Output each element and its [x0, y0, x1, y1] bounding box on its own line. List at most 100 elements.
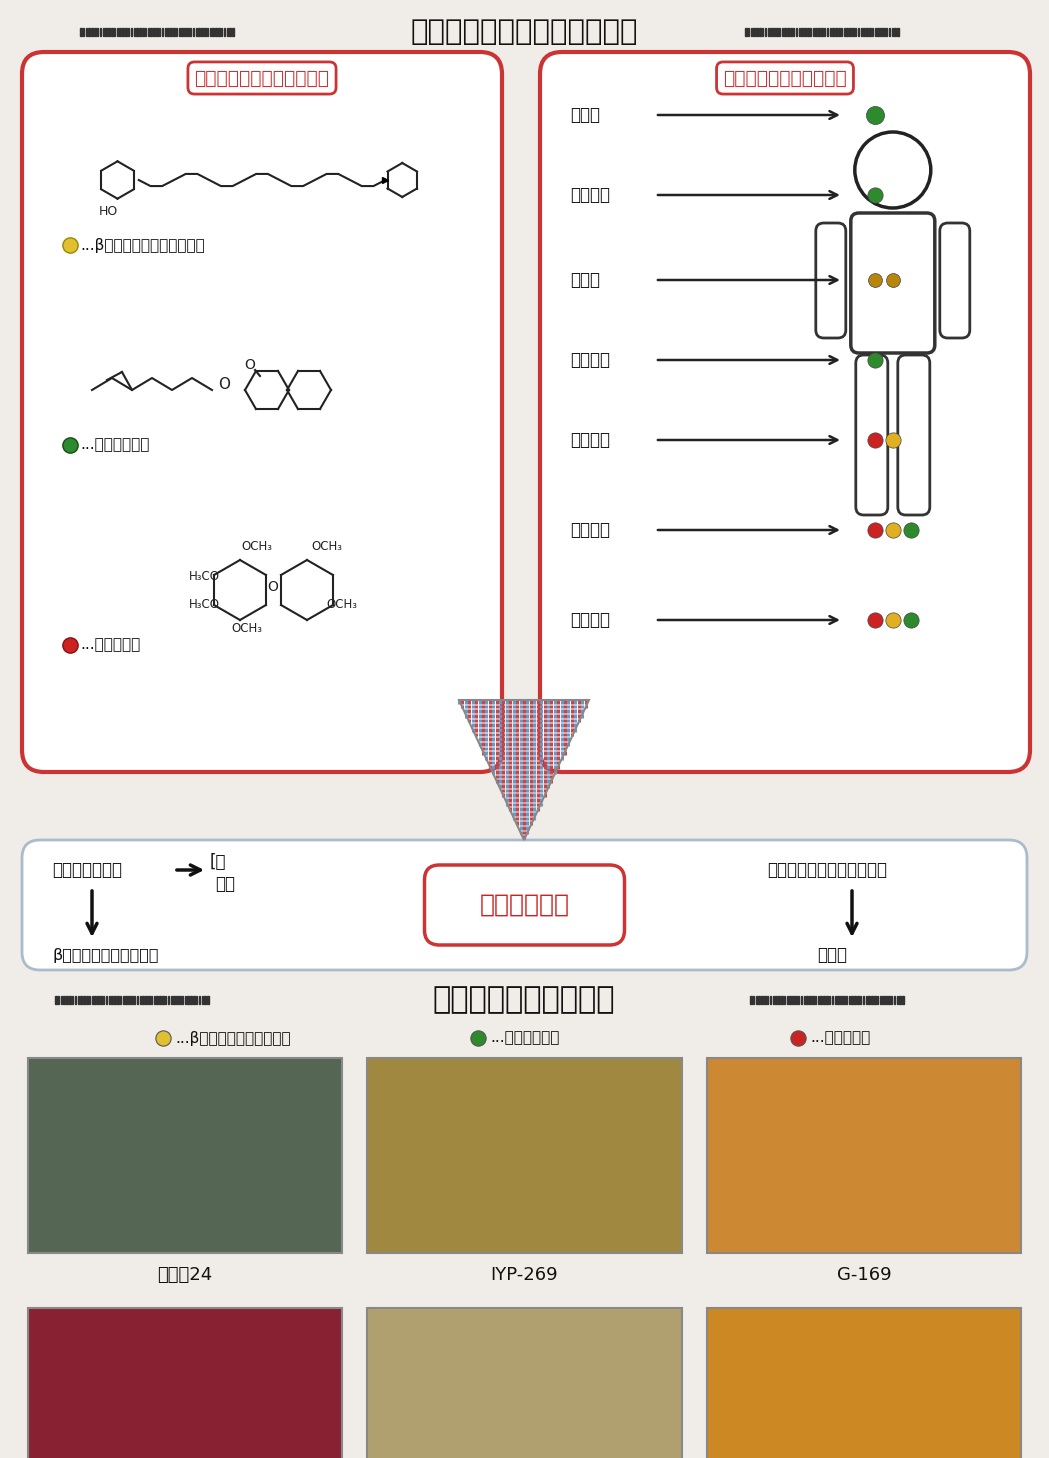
Bar: [103, 28, 104, 36]
Bar: [755, 996, 757, 1005]
Bar: [230, 28, 231, 36]
FancyBboxPatch shape: [22, 52, 502, 771]
Bar: [223, 28, 226, 36]
Bar: [80, 28, 82, 36]
Bar: [187, 28, 189, 36]
Bar: [759, 28, 761, 36]
FancyBboxPatch shape: [851, 213, 935, 353]
Bar: [120, 28, 121, 36]
Bar: [61, 996, 62, 1005]
Bar: [807, 996, 808, 1005]
Bar: [765, 28, 766, 36]
Bar: [707, 1059, 1021, 1252]
Bar: [858, 28, 859, 36]
Bar: [100, 28, 102, 36]
Bar: [145, 28, 147, 36]
Bar: [28, 1308, 342, 1458]
Bar: [787, 28, 789, 36]
Text: 動物実験で有効性を確認: 動物実験で有効性を確認: [723, 69, 847, 87]
Text: OCH₃: OCH₃: [312, 539, 343, 553]
Bar: [218, 28, 219, 36]
Text: OCH₃: OCH₃: [326, 598, 358, 611]
Bar: [860, 28, 862, 36]
Bar: [66, 996, 68, 1005]
Bar: [869, 996, 870, 1005]
Text: ヒトでの実証: ヒトでの実証: [479, 892, 570, 917]
Bar: [894, 996, 895, 1005]
Bar: [823, 28, 826, 36]
Bar: [88, 28, 90, 36]
Text: 肺がん: 肺がん: [570, 271, 600, 289]
Bar: [772, 996, 774, 1005]
Text: 発がん抑制成分の発見・評価: 発がん抑制成分の発見・評価: [410, 17, 638, 47]
Bar: [179, 996, 180, 1005]
Bar: [173, 28, 174, 36]
Bar: [221, 28, 222, 36]
Bar: [857, 996, 859, 1005]
Bar: [837, 996, 839, 1005]
Bar: [165, 28, 166, 36]
Bar: [830, 28, 831, 36]
Bar: [148, 996, 150, 1005]
Bar: [796, 28, 797, 36]
Text: 進行中: 進行中: [817, 946, 847, 964]
Bar: [863, 28, 865, 36]
Bar: [55, 996, 57, 1005]
Bar: [768, 28, 769, 36]
Text: G-169: G-169: [836, 1266, 892, 1284]
Text: ...オーラプテン: ...オーラプテン: [80, 437, 149, 452]
Bar: [782, 996, 783, 1005]
Bar: [897, 28, 899, 36]
Bar: [145, 996, 147, 1005]
Bar: [159, 996, 160, 1005]
Bar: [756, 28, 757, 36]
Bar: [178, 28, 180, 36]
Bar: [818, 28, 820, 36]
Bar: [750, 996, 751, 1005]
Bar: [880, 996, 881, 1005]
Bar: [776, 28, 777, 36]
Bar: [877, 28, 879, 36]
Bar: [114, 28, 115, 36]
Bar: [136, 996, 138, 1005]
Text: ...β－クリプトキサンチン・: ...β－クリプトキサンチン・: [80, 238, 205, 252]
Bar: [128, 28, 129, 36]
Text: OCH₃: OCH₃: [241, 539, 273, 553]
Bar: [827, 996, 828, 1005]
Bar: [798, 996, 799, 1005]
Bar: [98, 996, 99, 1005]
Bar: [835, 996, 836, 1005]
Bar: [850, 28, 851, 36]
Bar: [195, 28, 197, 36]
Bar: [162, 28, 164, 36]
Bar: [847, 28, 848, 36]
Bar: [885, 996, 886, 1005]
Bar: [131, 28, 132, 36]
Bar: [108, 996, 110, 1005]
Bar: [142, 28, 144, 36]
Bar: [784, 996, 786, 1005]
Text: 舌がん: 舌がん: [570, 106, 600, 124]
Bar: [843, 28, 845, 36]
Bar: [821, 28, 822, 36]
Bar: [785, 28, 786, 36]
Bar: [823, 996, 825, 1005]
Bar: [123, 28, 124, 36]
Bar: [205, 996, 206, 1005]
Bar: [891, 996, 893, 1005]
Bar: [880, 28, 882, 36]
Text: ...ノビレチン: ...ノビレチン: [810, 1031, 871, 1045]
Text: β－クリプトキサンチン: β－クリプトキサンチン: [52, 948, 158, 962]
Bar: [707, 1308, 1021, 1458]
Text: IYP-269: IYP-269: [491, 1266, 558, 1284]
Bar: [778, 28, 780, 36]
Bar: [148, 28, 149, 36]
Bar: [91, 996, 93, 1005]
Bar: [173, 996, 175, 1005]
Bar: [829, 996, 831, 1005]
Text: O: O: [267, 580, 278, 593]
Text: 試験管実験で有望成分探索: 試験管実験で有望成分探索: [194, 69, 329, 87]
Bar: [28, 1059, 342, 1252]
Bar: [854, 996, 856, 1005]
Bar: [860, 996, 861, 1005]
